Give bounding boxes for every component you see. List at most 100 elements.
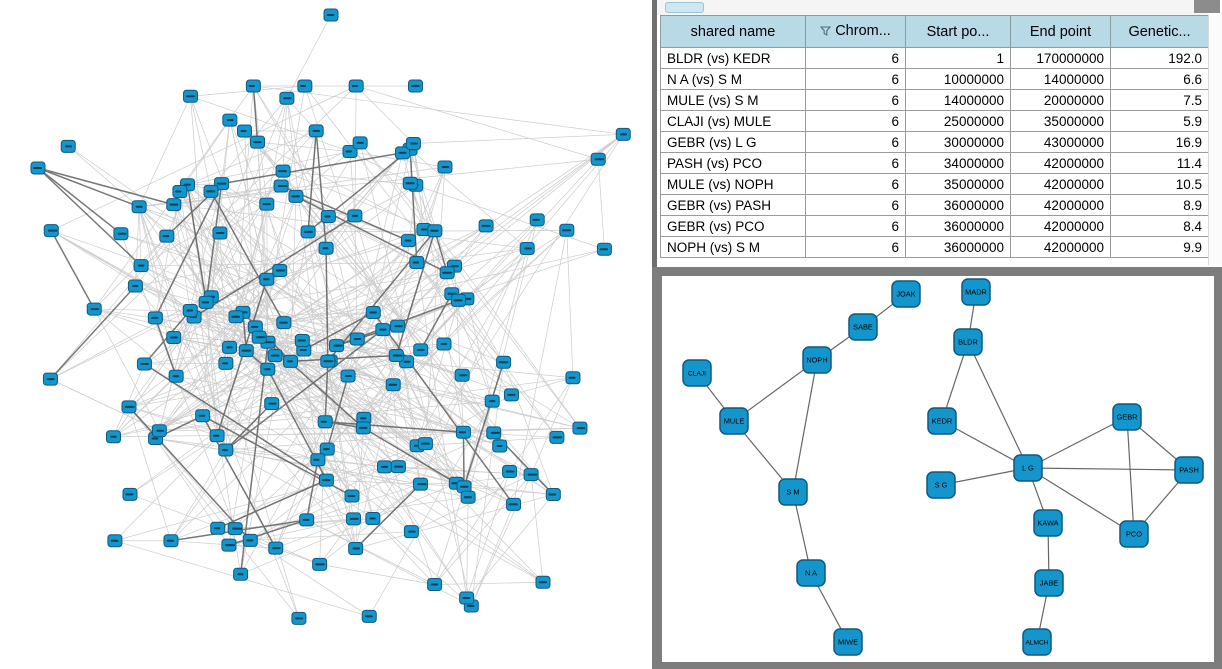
- overview-node[interactable]: [268, 541, 284, 555]
- overview-node[interactable]: [221, 538, 237, 552]
- overview-node[interactable]: [127, 279, 143, 293]
- overview-node[interactable]: [319, 442, 335, 456]
- table-cell[interactable]: 6.6: [1110, 68, 1209, 90]
- overview-node[interactable]: [348, 542, 364, 556]
- table-row[interactable]: PASH (vs) PCO 6 34000000 42000000 11.4: [660, 152, 1209, 174]
- subnetwork-canvas[interactable]: JOAK SABE NOPH CLAJI MULE S M N A MIWE MADR BLDR K…: [662, 276, 1214, 662]
- overview-node[interactable]: [486, 426, 502, 440]
- overview-node[interactable]: [43, 224, 59, 238]
- overview-node[interactable]: [545, 488, 561, 502]
- table-row[interactable]: N A (vs) S M 6 10000000 14000000 6.6: [660, 68, 1209, 90]
- table-cell[interactable]: 6: [805, 152, 906, 174]
- subnetwork-edge[interactable]: [967, 341, 1029, 469]
- table-row[interactable]: NOPH (vs) S M 6 36000000 42000000 9.9: [660, 236, 1209, 258]
- table-cell[interactable]: 6: [805, 68, 906, 90]
- overview-node[interactable]: [365, 305, 381, 319]
- subnetwork-node[interactable]: KEDR: [927, 407, 957, 435]
- table-cell[interactable]: MULE (vs) NOPH: [660, 173, 806, 195]
- table-cell[interactable]: N A (vs) S M: [660, 68, 806, 90]
- overview-network-canvas[interactable]: [0, 0, 652, 669]
- overview-node[interactable]: [478, 219, 494, 233]
- table-cell[interactable]: 16.9: [1110, 131, 1209, 153]
- overview-node[interactable]: [131, 200, 147, 214]
- overview-node[interactable]: [400, 234, 416, 248]
- overview-node[interactable]: [42, 372, 58, 386]
- table-cell[interactable]: NOPH (vs) S M: [660, 236, 806, 258]
- overview-node[interactable]: [375, 323, 391, 337]
- overview-node[interactable]: [147, 311, 163, 325]
- overview-node[interactable]: [259, 272, 275, 286]
- subnetwork-edge[interactable]: [1027, 467, 1190, 471]
- table-cell[interactable]: 25000000: [905, 110, 1011, 132]
- filter-icon[interactable]: [819, 24, 832, 40]
- overview-node[interactable]: [299, 513, 315, 527]
- overview-node[interactable]: [228, 310, 244, 324]
- subnetwork-node[interactable]: BLDR: [953, 328, 983, 356]
- overview-node[interactable]: [242, 533, 258, 547]
- overview-node[interactable]: [275, 164, 291, 178]
- subnetwork-node[interactable]: JOAK: [891, 280, 921, 308]
- overview-node[interactable]: [222, 340, 238, 354]
- subnetwork-node[interactable]: GEBR: [1112, 403, 1142, 431]
- overview-node[interactable]: [238, 344, 254, 358]
- overview-node[interactable]: [198, 295, 214, 309]
- overview-node[interactable]: [390, 319, 406, 333]
- table-cell[interactable]: 42000000: [1010, 236, 1111, 258]
- column-header-end-point[interactable]: End point: [1010, 15, 1111, 48]
- table-cell[interactable]: 43000000: [1010, 131, 1111, 153]
- overview-node[interactable]: [365, 511, 381, 525]
- table-cell[interactable]: 36000000: [905, 194, 1011, 216]
- table-cell[interactable]: 42000000: [1010, 173, 1111, 195]
- overview-node[interactable]: [209, 429, 225, 443]
- column-header-shared-name[interactable]: shared name: [660, 15, 806, 48]
- overview-node[interactable]: [437, 160, 453, 174]
- overview-node[interactable]: [403, 525, 419, 539]
- overview-node[interactable]: [159, 229, 175, 243]
- overview-node[interactable]: [60, 139, 76, 153]
- table-cell[interactable]: 10.5: [1110, 173, 1209, 195]
- table-cell[interactable]: 36000000: [905, 236, 1011, 258]
- subnetwork-edge[interactable]: [1027, 416, 1128, 469]
- overview-node[interactable]: [590, 152, 606, 166]
- table-cell[interactable]: 6: [805, 215, 906, 237]
- overview-node[interactable]: [459, 591, 475, 605]
- table-cell[interactable]: 14000000: [905, 89, 1011, 111]
- overview-node[interactable]: [308, 124, 324, 138]
- table-cell[interactable]: 11.4: [1110, 152, 1209, 174]
- overview-node[interactable]: [151, 424, 167, 438]
- table-cell[interactable]: 42000000: [1010, 194, 1111, 216]
- table-cell[interactable]: PASH (vs) PCO: [660, 152, 806, 174]
- table-cell[interactable]: 42000000: [1010, 215, 1111, 237]
- overview-node[interactable]: [318, 241, 334, 255]
- overview-node[interactable]: [395, 146, 411, 160]
- overview-node[interactable]: [455, 425, 471, 439]
- overview-node[interactable]: [183, 89, 199, 103]
- overview-node[interactable]: [439, 266, 455, 280]
- table-cell[interactable]: 14000000: [1010, 68, 1111, 90]
- overview-node[interactable]: [163, 534, 179, 548]
- table-cell[interactable]: 20000000: [1010, 89, 1111, 111]
- table-cell[interactable]: 5.9: [1110, 110, 1209, 132]
- overview-node[interactable]: [30, 161, 46, 175]
- overview-node[interactable]: [413, 343, 429, 357]
- overview-node[interactable]: [317, 415, 333, 429]
- table-horizontal-scrollbar[interactable]: [657, 0, 1220, 15]
- overview-node[interactable]: [409, 256, 425, 270]
- overview-node[interactable]: [346, 512, 362, 526]
- subnetwork-node[interactable]: N A: [796, 559, 826, 587]
- table-cell[interactable]: 30000000: [905, 131, 1011, 153]
- subnetwork-node[interactable]: CLAJI: [682, 359, 712, 387]
- table-cell[interactable]: GEBR (vs) PCO: [660, 215, 806, 237]
- overview-node[interactable]: [237, 124, 253, 138]
- overview-node[interactable]: [349, 332, 365, 346]
- overview-node[interactable]: [320, 354, 336, 368]
- overview-node[interactable]: [502, 465, 518, 479]
- subnetwork-node[interactable]: SABE: [848, 313, 878, 341]
- overview-node[interactable]: [107, 534, 123, 548]
- overview-node[interactable]: [385, 378, 401, 392]
- table-cell[interactable]: 6: [805, 236, 906, 258]
- overview-node[interactable]: [506, 497, 522, 511]
- overview-node[interactable]: [318, 473, 334, 487]
- overview-node[interactable]: [450, 293, 466, 307]
- overview-node[interactable]: [264, 397, 280, 411]
